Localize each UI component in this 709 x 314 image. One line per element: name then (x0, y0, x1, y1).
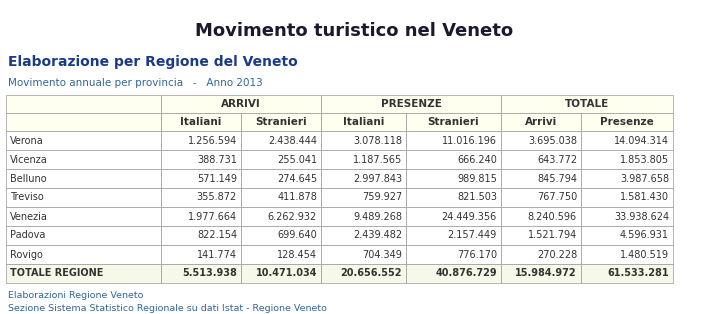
Text: 643.772: 643.772 (537, 154, 577, 165)
Text: Elaborazione per Regione del Veneto: Elaborazione per Regione del Veneto (8, 55, 298, 69)
Text: Italiani: Italiani (343, 117, 384, 127)
Text: 699.640: 699.640 (277, 230, 317, 241)
Text: Vicenza: Vicenza (10, 154, 48, 165)
Text: Presenze: Presenze (600, 117, 654, 127)
Text: PRESENZE: PRESENZE (381, 99, 442, 109)
Text: 1.187.565: 1.187.565 (353, 154, 402, 165)
Text: 2.439.482: 2.439.482 (353, 230, 402, 241)
Text: Arrivi: Arrivi (525, 117, 557, 127)
Text: 141.774: 141.774 (197, 250, 237, 259)
Text: Treviso: Treviso (10, 192, 44, 203)
Text: 704.349: 704.349 (362, 250, 402, 259)
Text: Elaborazioni Regione Veneto: Elaborazioni Regione Veneto (8, 291, 143, 300)
Text: 274.645: 274.645 (277, 174, 317, 183)
Text: Sezione Sistema Statistico Regionale su dati Istat - Regione Veneto: Sezione Sistema Statistico Regionale su … (8, 304, 327, 313)
Text: 2.438.444: 2.438.444 (268, 136, 317, 145)
Text: 270.228: 270.228 (537, 250, 577, 259)
Text: 11.016.196: 11.016.196 (442, 136, 497, 145)
Text: 6.262.932: 6.262.932 (268, 212, 317, 221)
Text: 20.656.552: 20.656.552 (340, 268, 402, 279)
Text: TOTALE REGIONE: TOTALE REGIONE (10, 268, 104, 279)
Text: 24.449.356: 24.449.356 (442, 212, 497, 221)
Text: 15.984.972: 15.984.972 (515, 268, 577, 279)
Text: 1.480.519: 1.480.519 (620, 250, 669, 259)
Text: Verona: Verona (10, 136, 44, 145)
Text: 2.997.843: 2.997.843 (353, 174, 402, 183)
Text: Rovigo: Rovigo (10, 250, 43, 259)
Text: 1.853.805: 1.853.805 (620, 154, 669, 165)
Text: 822.154: 822.154 (197, 230, 237, 241)
Text: 255.041: 255.041 (277, 154, 317, 165)
Text: 666.240: 666.240 (457, 154, 497, 165)
Text: 3.078.118: 3.078.118 (353, 136, 402, 145)
Text: Stranieri: Stranieri (428, 117, 479, 127)
Text: 40.876.729: 40.876.729 (435, 268, 497, 279)
Text: Movimento turistico nel Veneto: Movimento turistico nel Veneto (195, 22, 513, 40)
Text: 3.987.658: 3.987.658 (620, 174, 669, 183)
Text: 2.157.449: 2.157.449 (448, 230, 497, 241)
Text: 1.521.794: 1.521.794 (527, 230, 577, 241)
Text: 388.731: 388.731 (197, 154, 237, 165)
Text: 1.581.430: 1.581.430 (620, 192, 669, 203)
Text: 5.513.938: 5.513.938 (182, 268, 237, 279)
Text: 776.170: 776.170 (457, 250, 497, 259)
Text: Venezia: Venezia (10, 212, 48, 221)
Text: Movimento annuale per provincia   -   Anno 2013: Movimento annuale per provincia - Anno 2… (8, 78, 263, 88)
Text: 821.503: 821.503 (457, 192, 497, 203)
Text: 3.695.038: 3.695.038 (528, 136, 577, 145)
Text: 989.815: 989.815 (457, 174, 497, 183)
Text: ARRIVI: ARRIVI (221, 99, 261, 109)
Text: 10.471.034: 10.471.034 (255, 268, 317, 279)
Text: TOTALE: TOTALE (565, 99, 609, 109)
Text: 4.596.931: 4.596.931 (620, 230, 669, 241)
Text: 411.878: 411.878 (277, 192, 317, 203)
Text: 128.454: 128.454 (277, 250, 317, 259)
Text: 1.977.664: 1.977.664 (188, 212, 237, 221)
Text: 9.489.268: 9.489.268 (353, 212, 402, 221)
Text: 571.149: 571.149 (197, 174, 237, 183)
Text: 8.240.596: 8.240.596 (528, 212, 577, 221)
Text: 767.750: 767.750 (537, 192, 577, 203)
Text: Stranieri: Stranieri (255, 117, 307, 127)
Text: 845.794: 845.794 (537, 174, 577, 183)
Text: 759.927: 759.927 (362, 192, 402, 203)
Text: Belluno: Belluno (10, 174, 47, 183)
Text: 61.533.281: 61.533.281 (608, 268, 669, 279)
Text: Padova: Padova (10, 230, 45, 241)
Text: 14.094.314: 14.094.314 (614, 136, 669, 145)
Text: 33.938.624: 33.938.624 (614, 212, 669, 221)
Text: Italiani: Italiani (180, 117, 222, 127)
Text: 1.256.594: 1.256.594 (188, 136, 237, 145)
Text: 355.872: 355.872 (197, 192, 237, 203)
